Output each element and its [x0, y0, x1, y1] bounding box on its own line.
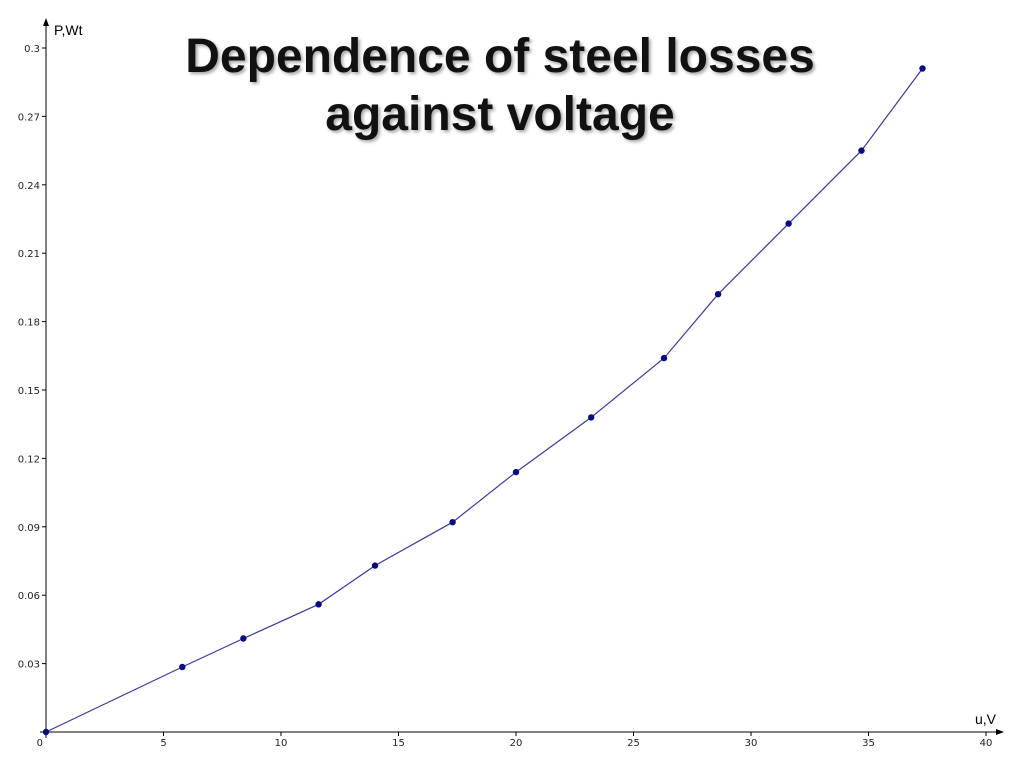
y-tick-label: 0.21 [18, 249, 40, 260]
data-point [240, 635, 247, 642]
x-tick-label: 30 [745, 738, 758, 749]
x-tick-label: 10 [275, 738, 288, 749]
data-point [858, 147, 865, 154]
data-point [660, 354, 668, 362]
y-tick-label: 0.03 [18, 660, 40, 671]
y-tick-label: 0.18 [18, 318, 40, 329]
data-point [919, 65, 926, 72]
x-tick-label: 5 [160, 738, 166, 749]
y-tick-label: 0.3 [24, 44, 40, 55]
y-tick-label: 0.12 [18, 454, 40, 465]
data-point [714, 291, 722, 298]
series-line [45, 68, 923, 733]
chart-title: Dependence of steel losses against volta… [0, 28, 1000, 144]
x-tick-label: 15 [392, 738, 405, 749]
x-tick-label: 40 [980, 738, 993, 749]
x-tick-label: 20 [510, 738, 523, 749]
chart-title-line-1: Dependence of steel losses [185, 30, 815, 83]
y-axis-label: P,Wt [54, 22, 83, 38]
data-point [512, 468, 520, 476]
x-axis-arrow [996, 729, 1004, 735]
data-point [371, 562, 379, 569]
x-tick-label: 25 [627, 738, 640, 749]
y-tick-label: 0.24 [18, 181, 40, 192]
y-tick-label: 0.06 [18, 591, 40, 602]
data-point [179, 663, 186, 671]
chart-title-line-2: against voltage [325, 88, 675, 141]
data-point [315, 601, 322, 608]
x-tick-label: 35 [862, 738, 875, 749]
data-point [785, 220, 792, 227]
y-tick-label: 0.15 [18, 386, 40, 397]
data-point [449, 519, 456, 526]
y-axis-arrow [43, 18, 49, 26]
x-axis-label: u,V [975, 711, 997, 727]
x-tick-label: 0 [37, 738, 43, 749]
y-tick-label: 0.09 [18, 523, 40, 534]
data-point [588, 414, 595, 421]
data-point [42, 728, 50, 736]
y-tick-label: 0.27 [18, 112, 40, 123]
